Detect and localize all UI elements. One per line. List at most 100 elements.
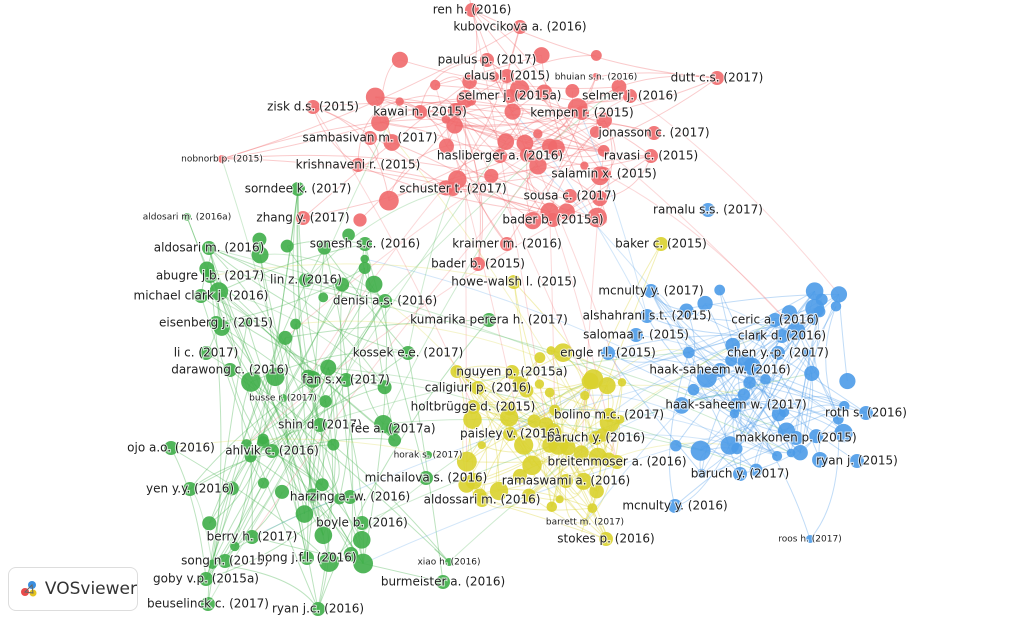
node <box>522 488 536 503</box>
node <box>503 402 517 416</box>
node <box>529 157 547 175</box>
node-label: kubovcikova a. (2016) <box>453 20 586 34</box>
edge <box>246 300 386 445</box>
node <box>787 322 806 341</box>
node <box>355 516 369 530</box>
edge <box>719 369 839 420</box>
node <box>701 203 715 217</box>
node <box>311 602 325 616</box>
edge <box>399 95 511 104</box>
node <box>752 331 764 342</box>
edge <box>292 188 321 426</box>
edge <box>481 499 607 540</box>
node-label: nobnorb p. (2015) <box>181 155 263 165</box>
node <box>296 211 310 225</box>
edge <box>513 281 594 380</box>
edge <box>549 392 563 507</box>
node <box>549 404 561 416</box>
node <box>213 319 230 336</box>
node <box>601 346 615 360</box>
node <box>580 390 590 401</box>
node-label: fee a. (2017a) <box>350 422 435 436</box>
edge <box>701 379 766 474</box>
node <box>358 237 372 251</box>
vosviewer-logo[interactable]: VOSviewer <box>8 567 138 611</box>
edge <box>224 367 329 562</box>
node <box>527 414 541 428</box>
node-label: mcnulty y. (2016) <box>622 499 727 513</box>
node <box>306 100 320 114</box>
node-label: horak s. (2017) <box>394 451 463 461</box>
node <box>505 365 519 379</box>
node <box>401 346 415 360</box>
node <box>690 440 711 461</box>
edge <box>650 290 750 384</box>
edge <box>528 437 597 496</box>
node <box>617 378 627 387</box>
edge <box>675 361 747 446</box>
edge <box>308 424 324 536</box>
node-label: baker c. (2015) <box>615 237 707 251</box>
edge <box>457 370 500 492</box>
node <box>450 365 464 378</box>
edge <box>287 240 366 247</box>
node <box>280 239 294 253</box>
node <box>507 275 521 289</box>
edge <box>229 369 264 440</box>
node <box>436 575 450 589</box>
node <box>257 436 270 449</box>
edge <box>729 352 807 446</box>
node <box>563 189 577 203</box>
node-label: sorndee k. (2017) <box>245 182 352 196</box>
node <box>463 410 482 429</box>
node <box>687 383 700 396</box>
node <box>805 282 824 300</box>
edge <box>532 76 597 221</box>
node-label: ryan j. (2015) <box>816 454 898 468</box>
edge <box>375 96 604 152</box>
node-label: shin d. (2017) <box>278 418 362 432</box>
node <box>445 558 453 566</box>
edge <box>295 323 340 499</box>
edge <box>205 442 264 580</box>
node <box>522 455 542 476</box>
node <box>540 202 559 221</box>
node-label: sonesh s.c. (2016) <box>310 237 420 251</box>
node-label: kumarika perera h. (2017) <box>410 313 568 327</box>
node <box>729 398 743 412</box>
node <box>588 447 607 466</box>
node <box>749 463 763 477</box>
edge <box>209 442 264 524</box>
node-label: berry h. (2017) <box>207 530 298 544</box>
node <box>353 553 374 574</box>
node <box>339 373 353 387</box>
edge <box>635 334 839 420</box>
edge <box>705 302 813 374</box>
node <box>834 423 853 443</box>
node <box>351 158 365 172</box>
node-label: selmer j. (2016) <box>582 89 678 103</box>
edge <box>565 395 590 482</box>
edge <box>246 322 324 536</box>
node-label: hong j.f.l. (2016) <box>257 551 356 565</box>
node-label: makkonen p. (2015) <box>735 431 856 445</box>
node-label: dutt c.s. (2017) <box>671 71 764 85</box>
edge <box>206 268 787 432</box>
edge <box>681 310 696 406</box>
edge <box>407 188 454 354</box>
node <box>670 439 682 452</box>
node-label: ceric a. (2016) <box>731 313 819 327</box>
edge <box>303 379 347 515</box>
node-label: kraimer m. (2016) <box>452 237 562 251</box>
node <box>360 254 369 264</box>
node-label: kossek e.e. (2017) <box>353 346 464 360</box>
node-label: barrett m. (2017) <box>546 518 624 528</box>
edge <box>305 188 454 281</box>
edge <box>733 413 792 454</box>
node <box>377 380 392 395</box>
node-label: bader b. (2015a) <box>502 213 603 227</box>
node <box>230 541 240 552</box>
node-label: beuselinck c. (2017) <box>147 597 269 611</box>
node <box>333 493 346 505</box>
node <box>413 105 427 119</box>
